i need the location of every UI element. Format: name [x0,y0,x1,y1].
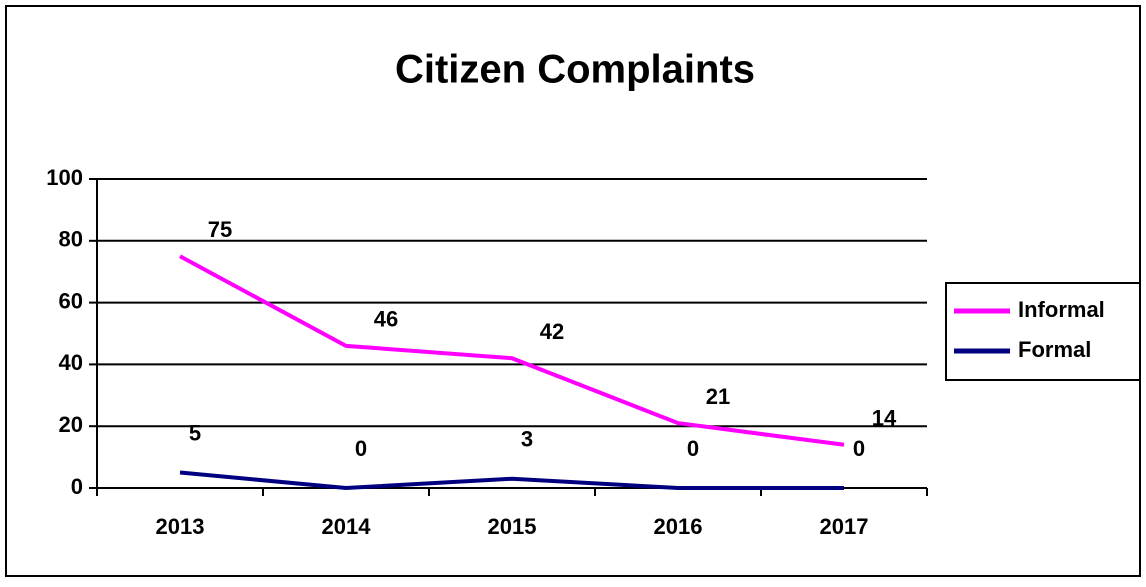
legend-label: Informal [1018,297,1105,322]
y-tick-label: 20 [59,412,83,437]
x-tick-label: 2013 [156,514,205,539]
y-tick-label: 60 [59,288,83,313]
y-tick-label: 40 [59,350,83,375]
data-label: 0 [355,436,367,461]
data-label: 75 [208,217,232,242]
legend-label: Formal [1018,337,1091,362]
y-tick-label: 80 [59,227,83,252]
x-tick-label: 2015 [488,514,537,539]
series-line [179,254,845,447]
x-tick-label: 2016 [654,514,703,539]
data-label: 14 [872,406,897,431]
data-label: 3 [521,427,533,452]
data-label: 0 [687,436,699,461]
data-label: 5 [189,420,201,445]
data-label: 46 [374,307,398,332]
data-label: 21 [706,384,730,409]
data-label: 0 [853,436,865,461]
y-tick-label: 100 [46,165,83,190]
x-tick-label: 2014 [322,514,372,539]
data-label: 42 [540,319,564,344]
y-tick-label: 0 [71,474,83,499]
series-line [179,470,844,491]
x-tick-label: 2017 [820,514,869,539]
legend-box [945,282,1141,381]
chart-title: Citizen Complaints [395,48,755,92]
